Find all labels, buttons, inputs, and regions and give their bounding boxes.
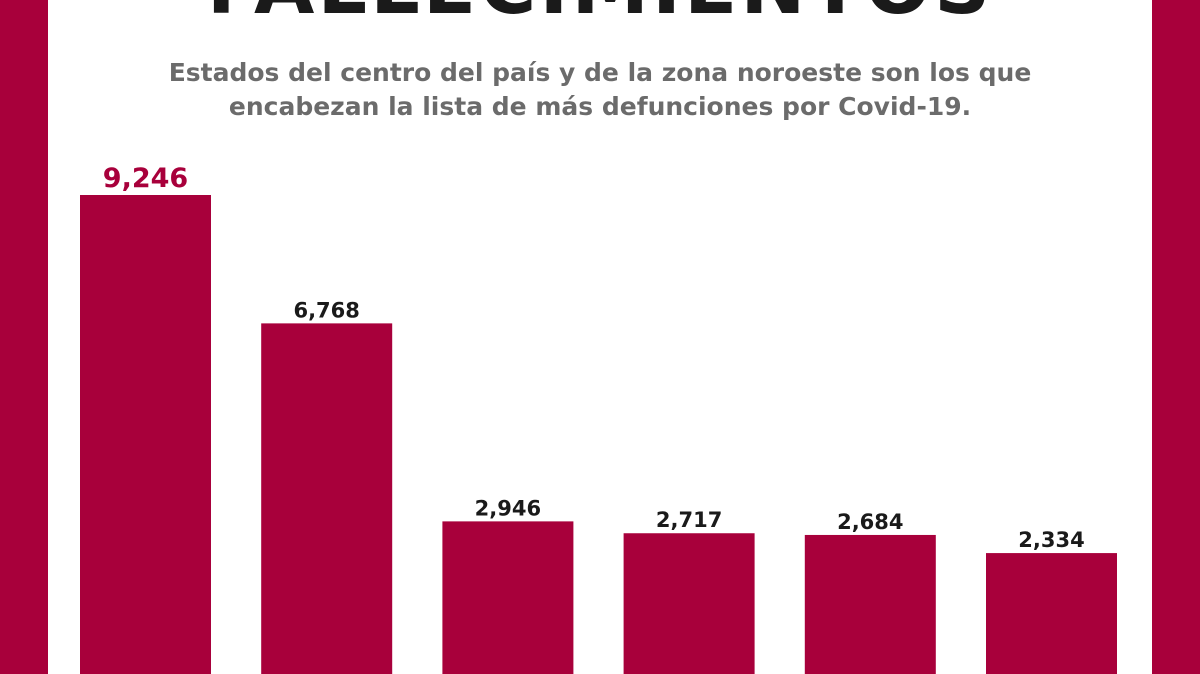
left-side-band [0, 0, 48, 674]
chart-title: FALLECIMIENTOS [0, 0, 1200, 26]
bar-value-label-6: 2,334 [1018, 528, 1084, 552]
chart-subtitle: Estados del centro del país y de la zona… [168, 58, 1032, 121]
bar-value-label-1: 9,246 [103, 163, 188, 194]
bar-value-label-4: 2,717 [656, 508, 722, 532]
bar-6 [986, 553, 1117, 674]
bar-5 [804, 534, 936, 674]
bar-value-label-3: 2,946 [475, 496, 541, 520]
bar-value-label-5: 2,684 [837, 510, 903, 534]
bar-4 [623, 533, 755, 674]
bar-3 [442, 521, 574, 674]
bar-1 [80, 195, 211, 674]
bar-2 [261, 323, 393, 674]
right-side-band [1152, 0, 1200, 674]
bar-value-label-2: 6,768 [293, 298, 359, 322]
